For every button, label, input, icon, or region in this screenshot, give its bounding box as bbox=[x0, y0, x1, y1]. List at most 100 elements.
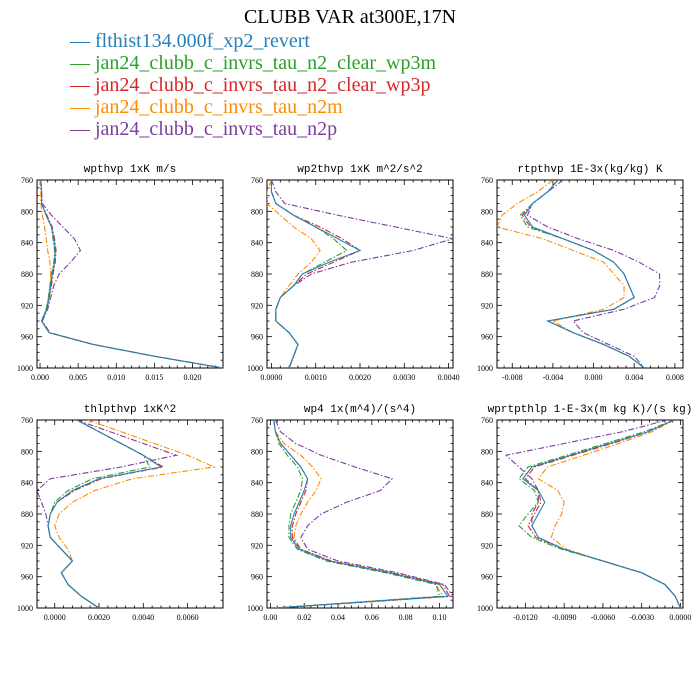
x-tick-label: -0.0060 bbox=[591, 613, 616, 622]
x-tick-label: 0.0060 bbox=[177, 613, 199, 622]
panel-title: rtpthvp 1E-3x(kg/kg) K bbox=[517, 164, 663, 176]
y-tick-label: 840 bbox=[251, 239, 263, 248]
y-tick-label: 960 bbox=[21, 333, 33, 342]
y-tick-label: 1000 bbox=[477, 364, 493, 373]
series-line bbox=[40, 180, 223, 368]
plot-frame bbox=[36, 179, 224, 369]
y-tick-label: 760 bbox=[251, 176, 263, 185]
y-tick-label: 1000 bbox=[247, 364, 263, 373]
panel-title: wprtpthlp 1-E-3x(m kg K)/(s kg) bbox=[488, 404, 693, 416]
series-line bbox=[270, 180, 362, 368]
x-tick-label: 0.0000 bbox=[44, 613, 66, 622]
y-tick-label: 960 bbox=[251, 333, 263, 342]
series-line bbox=[40, 180, 223, 368]
x-tick-label: 0.08 bbox=[399, 613, 413, 622]
legend: — flthist134.000f_xp2_revert — jan24_club… bbox=[70, 30, 436, 140]
series-line bbox=[526, 180, 661, 368]
series-line bbox=[37, 420, 179, 608]
panel-3: rtpthvp 1E-3x(kg/kg) K 760 800 840 880 920 960… bbox=[477, 164, 684, 382]
y-tick-label: 920 bbox=[481, 541, 493, 550]
panel-1: wpthvp 1xK m/s76080084088092096010000.00… bbox=[17, 164, 224, 382]
x-tick-label: -0.008 bbox=[502, 373, 523, 382]
x-tick-label: 0.010 bbox=[107, 373, 125, 382]
x-tick-label: 0.00 bbox=[263, 613, 277, 622]
y-tick-label: 920 bbox=[21, 301, 33, 310]
series-line bbox=[274, 420, 453, 608]
series-line bbox=[273, 420, 449, 608]
y-tick-label: 920 bbox=[21, 541, 33, 550]
panel-5: wp4 1x(m^4)/(s^4)76080084088092096010000… bbox=[247, 404, 454, 622]
series-line bbox=[40, 180, 223, 368]
y-tick-label: 880 bbox=[251, 510, 263, 519]
y-tick-label: 760 bbox=[21, 176, 33, 185]
y-tick-label: 800 bbox=[251, 207, 263, 216]
y-tick-label: 840 bbox=[481, 479, 493, 488]
y-tick-label: 760 bbox=[481, 176, 493, 185]
legend-entry: — jan24_clubb_c_invrs_tau_n2_clear_wp3p bbox=[70, 74, 431, 96]
series-line bbox=[521, 180, 645, 368]
series-line bbox=[537, 420, 681, 608]
series-line bbox=[40, 180, 223, 368]
x-tick-label: 0.0030 bbox=[393, 373, 415, 382]
series-line bbox=[519, 180, 645, 368]
x-tick-label: 0.000 bbox=[31, 373, 49, 382]
y-tick-label: 960 bbox=[21, 573, 33, 582]
y-tick-label: 840 bbox=[481, 239, 493, 248]
x-tick-label: 0.0040 bbox=[438, 373, 460, 382]
y-tick-label: 840 bbox=[21, 479, 33, 488]
y-tick-label: 880 bbox=[481, 270, 493, 279]
series-line bbox=[523, 180, 645, 368]
x-tick-label: 0.0040 bbox=[132, 613, 154, 622]
series-line bbox=[39, 180, 223, 368]
x-tick-label: 0.004 bbox=[625, 373, 643, 382]
y-tick-label: 840 bbox=[251, 479, 263, 488]
panel-4: thlpthvp 1xK^2 760 800 840 880 920 960 1000 0.00… bbox=[17, 404, 224, 622]
y-tick-label: 880 bbox=[481, 510, 493, 519]
series-line bbox=[47, 420, 151, 608]
y-tick-label: 800 bbox=[481, 207, 493, 216]
y-tick-label: 960 bbox=[481, 333, 493, 342]
y-tick-label: 840 bbox=[21, 239, 33, 248]
y-tick-label: 760 bbox=[251, 416, 263, 425]
y-tick-label: 760 bbox=[21, 416, 33, 425]
y-tick-label: 920 bbox=[251, 541, 263, 550]
x-tick-label: 0.10 bbox=[432, 613, 446, 622]
y-tick-label: 1000 bbox=[477, 604, 493, 613]
series-line bbox=[270, 180, 362, 368]
series-line bbox=[524, 420, 681, 608]
x-tick-label: 0.005 bbox=[69, 373, 87, 382]
y-tick-label: 880 bbox=[251, 270, 263, 279]
x-tick-label: 0.04 bbox=[331, 613, 345, 622]
x-tick-label: -0.0090 bbox=[552, 613, 577, 622]
y-tick-label: 880 bbox=[21, 510, 33, 519]
panel-title: wp2thvp 1xK m^2/s^2 bbox=[297, 164, 422, 176]
panel-title: wpthvp 1xK m/s bbox=[84, 164, 176, 176]
y-tick-label: 800 bbox=[21, 447, 33, 456]
x-tick-label: 0.000 bbox=[585, 373, 603, 382]
y-tick-label: 880 bbox=[21, 270, 33, 279]
legend-entry: — jan24_clubb_c_invrs_tau_n2_clear_wp3m bbox=[70, 52, 437, 74]
x-tick-label: 0.0020 bbox=[349, 373, 371, 382]
legend-entry: — flthist134.000f_xp2_revert bbox=[70, 30, 310, 52]
y-tick-label: 1000 bbox=[247, 604, 263, 613]
y-tick-label: 800 bbox=[21, 207, 33, 216]
x-tick-label: 0.0020 bbox=[88, 613, 110, 622]
x-tick-label: 0.0000 bbox=[260, 373, 282, 382]
y-tick-label: 920 bbox=[481, 301, 493, 310]
x-tick-label: -0.0120 bbox=[513, 613, 538, 622]
x-tick-label: 0.06 bbox=[365, 613, 379, 622]
panel-6: wprtpthlp 1-E-3x(m kg K)/(s kg)760 800 840… bbox=[477, 404, 692, 622]
panel-title: thlpthvp 1xK^2 bbox=[84, 404, 176, 416]
y-tick-label: 960 bbox=[251, 573, 263, 582]
x-tick-label: 0.015 bbox=[145, 373, 163, 382]
x-tick-label: 0.0010 bbox=[305, 373, 327, 382]
x-tick-label: 0.02 bbox=[297, 613, 311, 622]
x-tick-label: -0.004 bbox=[543, 373, 564, 382]
series-line bbox=[54, 420, 217, 608]
y-tick-label: 760 bbox=[481, 416, 493, 425]
series-line bbox=[273, 420, 451, 608]
series-line bbox=[47, 420, 163, 608]
x-tick-label: 0.020 bbox=[184, 373, 202, 382]
x-tick-label: 0.0000 bbox=[669, 613, 691, 622]
